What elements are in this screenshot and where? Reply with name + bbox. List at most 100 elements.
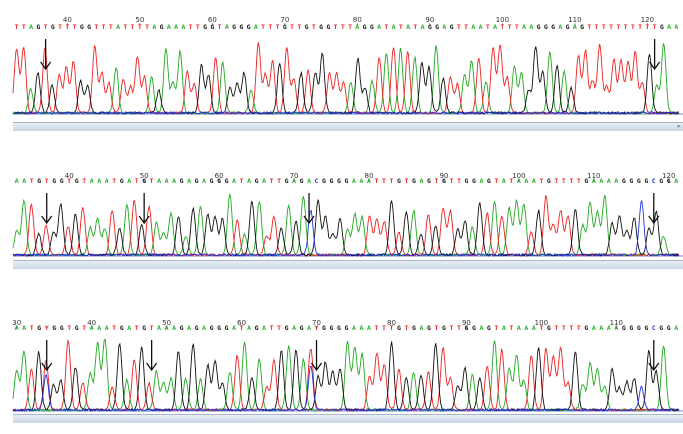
base-call-letter: G <box>629 324 633 332</box>
base-call-letter: T <box>382 324 386 332</box>
base-call-letter: A <box>522 23 526 31</box>
base-call-letter: T <box>384 23 388 31</box>
base-call-letter: G <box>547 324 551 332</box>
base-call-letter: A <box>479 177 483 185</box>
base-call-letter: G <box>322 177 326 185</box>
base-call-letter: G <box>547 177 551 185</box>
base-call-letter: A <box>352 177 356 185</box>
chromatogram-panel-1: 40 50 60 70 80 90 100 110 120 T T A G T G T T T G G T T T A T T T T… <box>0 14 683 131</box>
base-call-letter: G <box>195 324 199 332</box>
base-call-letter: T <box>112 177 116 185</box>
base-call-letter: A <box>307 324 311 332</box>
base-call-letter: A <box>187 177 191 185</box>
base-call-letter: G <box>622 177 626 185</box>
base-call-letter: G <box>142 324 146 332</box>
ruler-tick-label: 120 <box>641 16 654 24</box>
base-call-letter: G <box>283 23 287 31</box>
base-call-letter: G <box>464 177 468 185</box>
ruler-tick-label: 60 <box>215 172 224 180</box>
base-call-letter: G <box>427 177 431 185</box>
base-call-letter: T <box>404 177 408 185</box>
base-call-letter: A <box>614 177 618 185</box>
horizontal-scrollbar-3[interactable] <box>13 414 683 423</box>
base-call-letter: T <box>58 23 62 31</box>
base-call-letter: T <box>494 177 498 185</box>
base-call-letter: G <box>544 23 548 31</box>
base-call-letter: A <box>307 177 311 185</box>
base-call-letter: G <box>637 324 641 332</box>
base-call-letter: T <box>609 23 613 31</box>
ruler-tick-label: 40 <box>87 319 96 327</box>
base-call-letter: A <box>232 324 236 332</box>
base-call-letter: G <box>51 23 55 31</box>
base-call-letter: G <box>487 324 491 332</box>
base-call-letter: A <box>247 177 251 185</box>
base-call-letter: G <box>330 324 334 332</box>
ruler-tick-label: 40 <box>63 16 72 24</box>
base-call-letter: A <box>202 177 206 185</box>
base-call-letter: G <box>322 324 326 332</box>
base-call-letter: T <box>375 177 379 185</box>
base-call-letter: G <box>160 23 164 31</box>
ruler-tick-label: 110 <box>610 319 623 327</box>
base-call-letter: G <box>195 177 199 185</box>
base-call-letter: G <box>255 177 259 185</box>
trace-line-G <box>12 46 679 115</box>
base-call-letter: G <box>427 324 431 332</box>
trace-line-A <box>12 193 680 257</box>
base-call-letter: T <box>602 23 606 31</box>
ruler-tick-label: 50 <box>162 319 171 327</box>
base-call-letter: G <box>60 177 64 185</box>
base-call-letter: T <box>150 177 154 185</box>
horizontal-scrollbar-1[interactable]: ▸ <box>13 122 683 131</box>
base-call-letter: T <box>500 23 504 31</box>
base-call-letter: A <box>592 324 596 332</box>
base-call-letter: A <box>360 324 364 332</box>
base-call-letter: G <box>217 177 221 185</box>
base-call-letter: T <box>22 23 26 31</box>
trace-line-C <box>12 365 680 413</box>
base-call-letter: G <box>487 177 491 185</box>
base-call-letter: A <box>97 177 101 185</box>
base-call-letter: T <box>653 23 657 31</box>
base-call-letter: A <box>479 324 483 332</box>
base-call-letter: A <box>90 324 94 332</box>
base-call-letter: G <box>370 23 374 31</box>
base-call-letter: G <box>472 177 476 185</box>
horizontal-scrollbar-2[interactable] <box>13 260 683 269</box>
base-call-letter: A <box>674 177 678 185</box>
base-call-letter: T <box>390 177 394 185</box>
base-call-letter: T <box>73 23 77 31</box>
variant-arrow-icon <box>41 193 53 225</box>
base-call-letter: T <box>123 23 127 31</box>
base-call-letter: G <box>120 177 124 185</box>
base-call-letter: G <box>363 23 367 31</box>
base-call-letter: G <box>120 324 124 332</box>
base-call-letter: G <box>428 23 432 31</box>
scroll-right-arrow-icon[interactable]: ▸ <box>677 122 681 130</box>
base-call-letter: G <box>305 23 309 31</box>
base-call-letter: G <box>659 324 663 332</box>
base-call-letter: T <box>457 324 461 332</box>
base-call-letter: A <box>419 324 423 332</box>
ruler-tick-label: 30 <box>12 319 21 327</box>
base-call-letter: G <box>397 324 401 332</box>
ruler-tick-label: 80 <box>365 172 374 180</box>
base-call-letter: G <box>300 177 304 185</box>
base-call-letter: A <box>262 324 266 332</box>
base-call-letter: A <box>202 324 206 332</box>
base-call-letter: T <box>569 324 573 332</box>
base-call-letter: G <box>255 324 259 332</box>
trace-line-T <box>12 42 680 115</box>
base-call-letter: T <box>464 23 468 31</box>
base-call-letter: A <box>479 23 483 31</box>
base-call-letter: A <box>116 23 120 31</box>
base-call-letter: T <box>577 324 581 332</box>
base-call-letter: G <box>75 177 79 185</box>
base-call-letter: G <box>37 324 41 332</box>
variant-arrow-icon <box>303 193 315 225</box>
variant-arrow-icon <box>310 340 323 372</box>
base-call-letter: T <box>277 324 281 332</box>
base-call-letter: T <box>577 177 581 185</box>
